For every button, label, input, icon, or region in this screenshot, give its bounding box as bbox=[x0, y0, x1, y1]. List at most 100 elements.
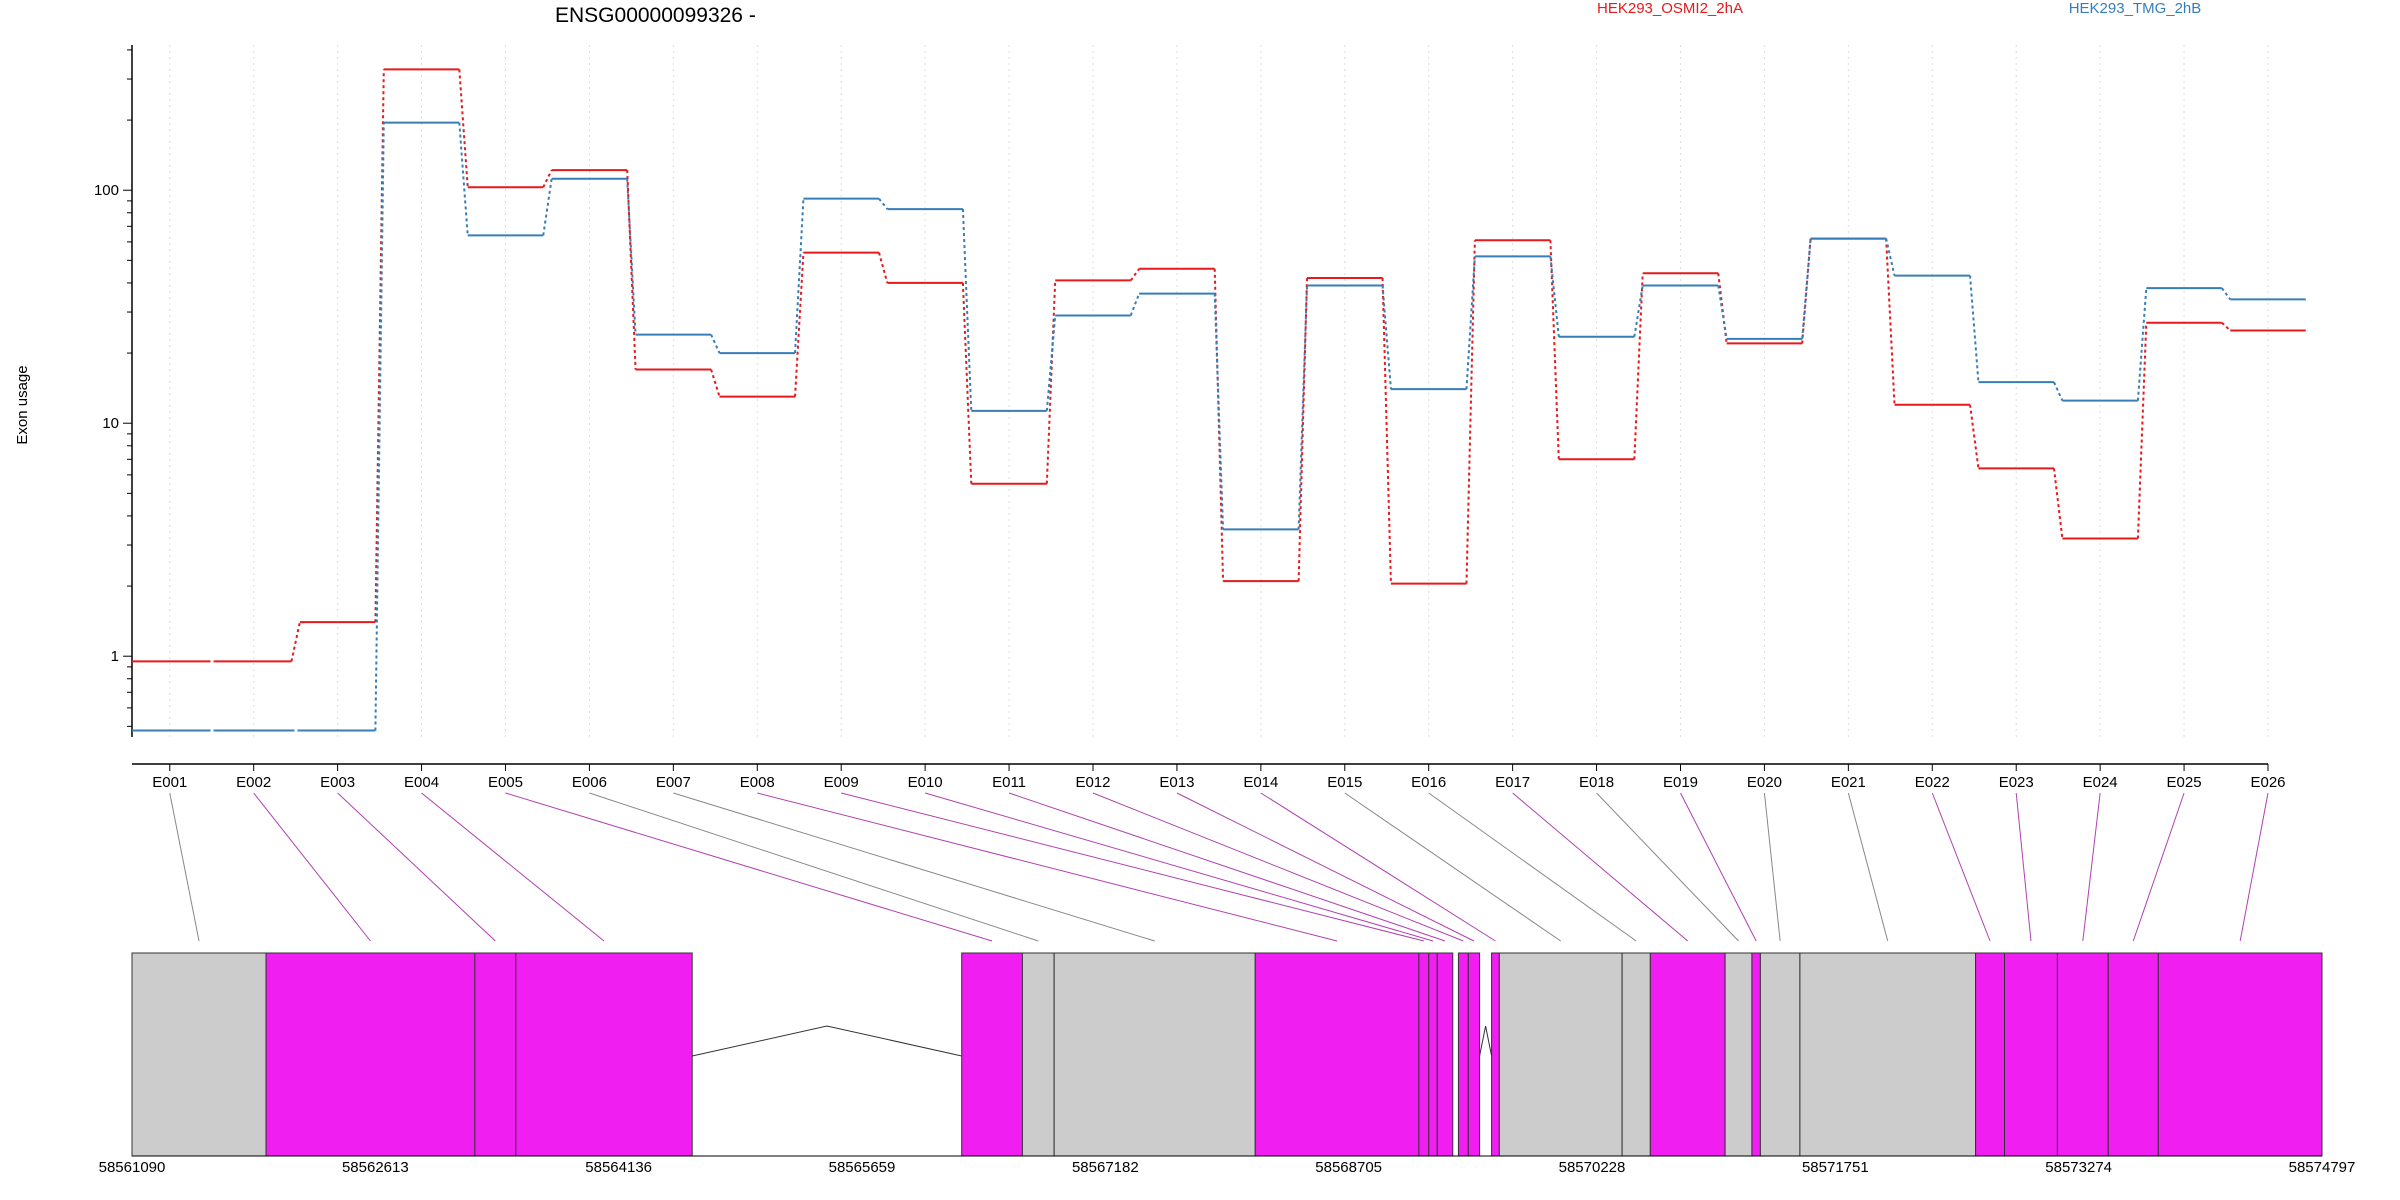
exon-connector bbox=[1008, 792, 1446, 942]
x-tick-label: E002 bbox=[236, 774, 271, 791]
exon-box bbox=[1799, 952, 1977, 1157]
exon-connector bbox=[1680, 792, 1757, 942]
x-tick-label: E018 bbox=[1579, 774, 1614, 791]
y-tick-label: 1 bbox=[111, 648, 119, 665]
series-connector bbox=[2221, 287, 2232, 300]
series-connector bbox=[542, 178, 553, 236]
exon-connector bbox=[2132, 792, 2185, 942]
exon-box bbox=[1724, 952, 1753, 1157]
y-axis-label: Exon usage bbox=[14, 365, 31, 444]
series-connector bbox=[542, 169, 553, 188]
exon-connector bbox=[1847, 792, 1889, 942]
x-tick-label: E023 bbox=[1999, 774, 2034, 791]
series-connector bbox=[710, 334, 721, 354]
series-connector bbox=[1213, 268, 1225, 582]
series-connector bbox=[1717, 285, 1728, 340]
intron-line bbox=[692, 1025, 962, 1057]
plot-layer: 1 10 100 E001 E002 E003 E004 E005 E006 E007 E008 E0… bbox=[94, 0, 2355, 1176]
exon-connector bbox=[2239, 792, 2269, 942]
legend-entry: HEK293_TMG_2hB bbox=[2069, 0, 2202, 17]
series-connector bbox=[2136, 322, 2148, 539]
series-connector bbox=[2221, 321, 2231, 332]
exon-connector bbox=[924, 792, 1434, 942]
series-connector bbox=[374, 69, 385, 623]
exon-box bbox=[961, 952, 1023, 1157]
exon-box bbox=[1621, 952, 1651, 1157]
exon-connector bbox=[1512, 792, 1689, 942]
series-connector bbox=[1129, 293, 1141, 316]
exon-connector bbox=[673, 792, 1155, 942]
series-connector bbox=[1801, 238, 1812, 340]
x-tick-label: E022 bbox=[1915, 774, 1950, 791]
series-connector bbox=[1885, 238, 1896, 405]
series-connector bbox=[2136, 288, 2148, 401]
x-tick-label: E013 bbox=[1159, 774, 1194, 791]
series-connector bbox=[1633, 273, 1644, 460]
intron-line bbox=[1479, 1025, 1493, 1057]
exon-box bbox=[1491, 952, 1500, 1157]
exon-connector bbox=[1428, 792, 1637, 942]
genomic-tick-label: 58571751 bbox=[1802, 1159, 1869, 1176]
x-tick-label: E001 bbox=[152, 774, 187, 791]
exon-connector bbox=[1344, 792, 1562, 942]
genomic-tick-label: 58573274 bbox=[2045, 1159, 2112, 1176]
exon-box bbox=[131, 952, 267, 1157]
series-connector bbox=[1465, 256, 1476, 390]
exon-box bbox=[2056, 952, 2109, 1157]
genomic-tick-label: 58562613 bbox=[342, 1159, 409, 1176]
series-connector bbox=[1045, 280, 1057, 484]
x-tick-label: E006 bbox=[572, 774, 607, 791]
series-connector bbox=[1885, 238, 1896, 276]
exon-connector bbox=[1092, 792, 1464, 942]
series-connector bbox=[794, 198, 805, 354]
x-tick-label: E005 bbox=[488, 774, 523, 791]
exon-box bbox=[1498, 952, 1623, 1157]
series-connector bbox=[1381, 285, 1392, 390]
genomic-tick-label: 58561090 bbox=[99, 1159, 166, 1176]
series-2 bbox=[132, 121, 2306, 732]
x-tick-label: E009 bbox=[824, 774, 859, 791]
exon-box bbox=[515, 952, 693, 1157]
exon-box bbox=[1975, 952, 2006, 1157]
series-connector bbox=[1297, 285, 1309, 530]
series-connector bbox=[458, 69, 469, 188]
series-1 bbox=[132, 68, 2306, 663]
genomic-tick-label: 58564136 bbox=[585, 1159, 652, 1176]
y-tick-label: 10 bbox=[102, 415, 119, 432]
series-connector bbox=[1045, 315, 1057, 411]
x-tick-label: E025 bbox=[2167, 774, 2202, 791]
exon-box bbox=[265, 952, 476, 1157]
exon-box bbox=[1759, 952, 1801, 1157]
series-connector bbox=[1717, 273, 1728, 344]
series-connector bbox=[710, 369, 721, 397]
x-tick-label: E019 bbox=[1663, 774, 1698, 791]
exon-connector bbox=[421, 792, 605, 942]
x-tick-label: E021 bbox=[1831, 774, 1866, 791]
genomic-tick-label: 58567182 bbox=[1072, 1159, 1139, 1176]
x-tick-label: E004 bbox=[404, 774, 439, 791]
series-connector bbox=[1381, 277, 1392, 584]
genomic-tick-label: 58574797 bbox=[2289, 1159, 2356, 1176]
series-connector bbox=[1549, 240, 1560, 460]
chart-title: ENSG00000099326 - bbox=[555, 4, 756, 27]
series-connector bbox=[1969, 275, 1980, 383]
exon-connector bbox=[1596, 792, 1739, 942]
exon-connector bbox=[1176, 792, 1475, 942]
x-tick-label: E020 bbox=[1747, 774, 1782, 791]
exon-box bbox=[1436, 952, 1454, 1157]
x-tick-label: E008 bbox=[740, 774, 775, 791]
series-connector bbox=[878, 198, 889, 210]
series-connector bbox=[458, 122, 469, 236]
x-tick-label: E026 bbox=[2250, 774, 2285, 791]
exon-connector bbox=[253, 792, 371, 942]
exon-connector bbox=[505, 792, 993, 942]
exon-box bbox=[2107, 952, 2159, 1157]
exon-connector bbox=[1260, 792, 1496, 942]
exon-box bbox=[1649, 952, 1726, 1157]
y-tick-label: 100 bbox=[94, 182, 119, 199]
series-connector bbox=[374, 122, 385, 731]
genomic-tick-label: 58568705 bbox=[1315, 1159, 1382, 1176]
exon-connector bbox=[841, 792, 1424, 942]
